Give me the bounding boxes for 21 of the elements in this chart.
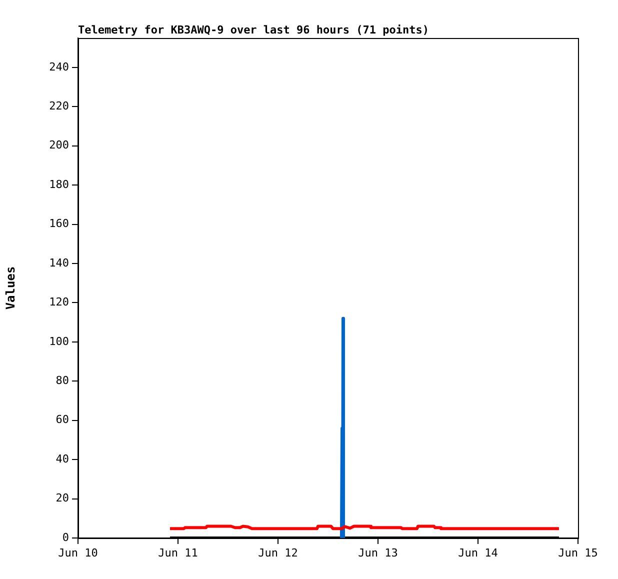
y-tick-label: 200 <box>49 138 69 152</box>
y-tick-label: 60 <box>56 413 69 426</box>
y-tick-label: 80 <box>56 374 69 387</box>
y-axis-title: Values <box>3 266 18 310</box>
x-tick-label: Jun 10 <box>58 546 98 560</box>
y-tick-label: 160 <box>49 217 69 230</box>
y-tick-label: 220 <box>49 99 69 112</box>
y-tick-label: 40 <box>56 452 69 466</box>
y-tick-label: 0 <box>62 530 69 544</box>
x-tick-label: Jun 11 <box>158 546 198 560</box>
chart-title: Telemetry for KB3AWQ-9 over last 96 hours (71 points) <box>78 23 429 36</box>
x-tick-label: Jun 12 <box>258 546 298 560</box>
x-tick-label: Jun 15 <box>558 546 598 560</box>
x-tick-label: Jun 14 <box>458 546 498 560</box>
y-tick-label: 140 <box>49 256 69 270</box>
x-tick-label: Jun 13 <box>358 546 398 560</box>
y-tick-label: 100 <box>49 334 69 348</box>
y-tick-label: 120 <box>49 296 69 309</box>
y-tick-label: 180 <box>49 178 69 191</box>
y-tick-label: 20 <box>56 492 69 505</box>
y-tick-label: 240 <box>49 60 69 74</box>
